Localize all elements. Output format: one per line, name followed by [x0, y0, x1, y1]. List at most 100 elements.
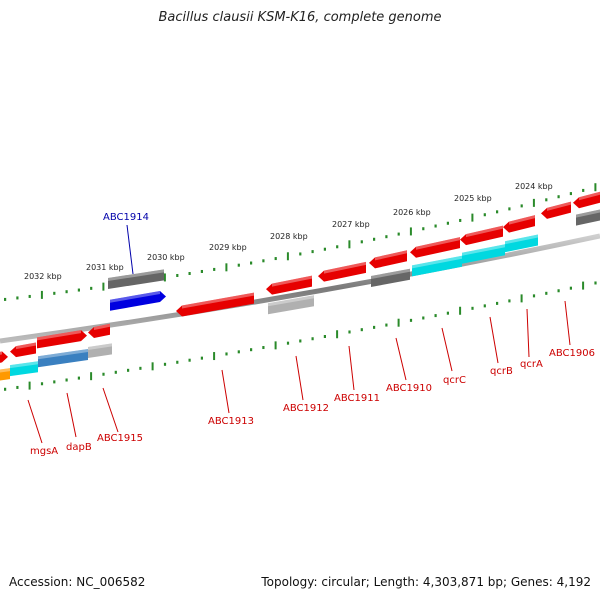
kbp-labels: 2032 kbp 2031 kbp 2030 kbp 2029 kbp 2028…	[24, 182, 553, 281]
minor-tick	[557, 289, 560, 293]
major-tick	[532, 198, 535, 207]
gene-abc1910[interactable]	[371, 268, 410, 288]
major-tick	[397, 318, 400, 327]
gene-label-abc1910: ABC1910	[386, 383, 432, 394]
minor-tick	[286, 341, 290, 345]
gene-red-end[interactable]	[573, 190, 600, 209]
gene-red-b[interactable]	[37, 330, 87, 349]
minor-tick	[299, 339, 302, 343]
major-tick	[225, 263, 228, 272]
minor-tick	[557, 195, 560, 199]
kbp-label-2030: 2030 kbp	[147, 253, 185, 262]
gene-cyan-a[interactable]	[10, 361, 38, 377]
major-tick	[102, 282, 105, 291]
minor-tick	[114, 370, 117, 374]
map-title: Bacillus clausii KSM-K16, complete genom…	[158, 10, 442, 25]
gene-abc1906[interactable]	[541, 201, 571, 219]
minor-tick	[200, 269, 203, 273]
kbp-label-2024: 2024 kbp	[515, 182, 553, 191]
minor-tick	[311, 337, 314, 341]
minor-tick	[434, 224, 437, 228]
gene-abc1912-top[interactable]	[266, 275, 312, 295]
gene-label-abc1912: ABC1912	[283, 403, 329, 414]
minor-tick	[28, 294, 31, 298]
major-tick	[459, 306, 462, 315]
minor-tick	[360, 240, 363, 244]
major-tick	[348, 240, 351, 249]
gene-red-c[interactable]	[88, 323, 110, 338]
label-leaders	[27, 224, 571, 444]
kbp-label-2027: 2027 kbp	[332, 220, 370, 229]
gene-label-dapB: dapB	[66, 442, 92, 453]
minor-tick	[471, 306, 474, 310]
gene-label-qcrC: qcrC	[443, 375, 466, 386]
gene-orange[interactable]	[0, 368, 10, 381]
leader-mgsA	[27, 399, 43, 444]
gene-abc1912[interactable]	[268, 295, 314, 315]
minor-tick	[323, 335, 326, 339]
major-tick	[520, 294, 523, 303]
minor-tick	[459, 218, 462, 222]
minor-tick	[336, 245, 339, 249]
minor-tick	[422, 316, 425, 320]
minor-tick	[102, 372, 105, 376]
gene-qcrB-top[interactable]	[460, 225, 503, 246]
gene-qcrA[interactable]	[505, 234, 538, 253]
gene-qcrB[interactable]	[462, 244, 505, 264]
gene-qcrC[interactable]	[412, 255, 462, 277]
gene-label-qcrA: qcrA	[520, 359, 543, 370]
minor-tick	[483, 304, 486, 308]
kbp-label-2025: 2025 kbp	[454, 194, 492, 203]
leader-qcrB	[489, 316, 499, 364]
kbp-label-2031: 2031 kbp	[86, 263, 124, 272]
minor-tick	[373, 237, 376, 241]
leader-abc1906	[564, 300, 571, 346]
gene-abc1913[interactable]	[176, 292, 254, 317]
gene-gray-end[interactable]	[576, 208, 600, 226]
gene-qcrA-top[interactable]	[503, 215, 535, 233]
leader-abc1914	[126, 224, 134, 275]
minor-tick	[434, 314, 437, 318]
minor-tick	[360, 328, 363, 332]
minor-tick	[163, 362, 167, 366]
minor-tick	[77, 376, 80, 380]
inner-tick-ring	[4, 281, 597, 391]
gene-abc1914[interactable]	[110, 291, 166, 311]
minor-tick	[496, 301, 499, 305]
leader-abc1913	[221, 369, 230, 414]
minor-tick	[213, 267, 216, 271]
minor-tick	[385, 235, 388, 239]
kbp-label-2026: 2026 kbp	[393, 208, 431, 217]
minor-tick	[262, 346, 265, 350]
gene-abc1915[interactable]	[88, 343, 112, 358]
minor-tick	[16, 385, 19, 389]
gene-labels: ABC1914 mgsA dapB ABC1915 ABC1913 ABC191…	[30, 212, 595, 457]
gene-qcrC-top[interactable]	[410, 237, 460, 258]
minor-tick	[274, 257, 277, 261]
minor-tick	[16, 296, 19, 300]
gene-red-a[interactable]	[10, 342, 36, 358]
gene-label-abc1913: ABC1913	[208, 416, 254, 427]
leader-qcrC	[441, 327, 453, 372]
minor-tick	[237, 350, 240, 354]
major-tick	[409, 227, 412, 236]
minor-tick	[250, 261, 253, 265]
minor-tick	[65, 290, 68, 294]
leader-abc1912	[295, 355, 304, 401]
gene-abc1914-top[interactable]	[108, 269, 164, 289]
gene-dapB[interactable]	[38, 348, 88, 368]
leader-qcrA	[526, 308, 530, 358]
gene-mgsA-end[interactable]	[0, 351, 8, 364]
major-tick	[274, 341, 277, 350]
minor-tick	[446, 311, 449, 315]
gene-abc1911[interactable]	[318, 261, 366, 282]
leader-abc1915	[102, 387, 119, 433]
gene-abc1910-top[interactable]	[369, 250, 407, 269]
minor-tick	[176, 273, 179, 277]
major-tick	[163, 273, 166, 282]
major-tick	[471, 213, 474, 222]
leader-abc1911	[348, 345, 355, 391]
minor-tick	[446, 221, 449, 225]
minor-tick	[200, 356, 203, 360]
